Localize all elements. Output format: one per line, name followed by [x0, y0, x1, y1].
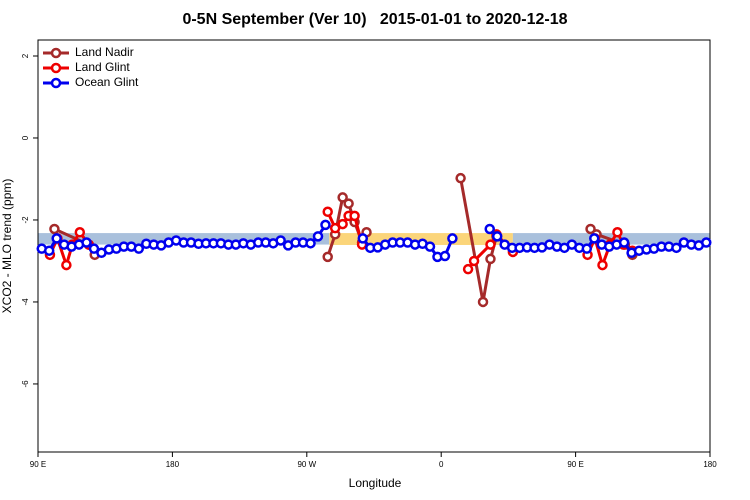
y-tick-label: -2 — [21, 216, 30, 224]
data-point — [349, 210, 360, 222]
y-tick-label: -6 — [21, 380, 30, 388]
x-tick-label: 180 — [703, 460, 717, 469]
data-point — [491, 231, 503, 242]
data-point — [51, 233, 62, 244]
data-point — [312, 231, 324, 242]
data-point — [81, 237, 92, 248]
legend-label: Ocean Glint — [75, 75, 139, 89]
y-tick-label: 2 — [21, 53, 30, 58]
y-axis-label: XCO2 - MLO trend (ppm) — [0, 179, 14, 314]
x-tick-label: 180 — [166, 460, 180, 469]
data-point — [597, 259, 608, 271]
data-point — [485, 253, 496, 265]
data-point — [133, 243, 145, 254]
data-point — [275, 235, 286, 246]
x-tick-label: 90 E — [567, 460, 583, 469]
chart-title: 0-5N September (Ver 10) 2015-01-01 to 20… — [182, 11, 567, 28]
data-point — [343, 198, 354, 209]
data-point — [484, 223, 495, 235]
data-point — [477, 296, 489, 308]
data-point — [74, 227, 86, 238]
data-point — [589, 233, 600, 244]
data-point — [61, 259, 72, 271]
legend-label: Land Nadir — [75, 45, 134, 59]
data-point — [447, 233, 458, 244]
data-point — [485, 239, 496, 250]
data-point — [462, 263, 474, 275]
legend-marker — [50, 77, 62, 89]
y-tick-label: 0 — [21, 135, 30, 140]
x-tick-label: 0 — [439, 460, 444, 469]
x-tick-label: 90 E — [30, 460, 46, 469]
data-point — [329, 222, 341, 234]
data-point — [424, 241, 436, 252]
legend-marker — [50, 62, 62, 74]
data-point — [337, 218, 348, 230]
legend-marker — [50, 47, 62, 59]
legend-label: Land Glint — [75, 60, 130, 74]
data-point — [671, 242, 682, 254]
data-point — [49, 223, 60, 235]
data-point — [305, 238, 316, 249]
data-point — [322, 206, 333, 218]
data-point — [468, 255, 480, 267]
data-point — [581, 243, 593, 254]
y-tick-label: -4 — [21, 298, 30, 306]
data-point — [701, 237, 712, 248]
data-point — [43, 245, 55, 256]
data-point — [357, 233, 369, 244]
x-tick-label: 90 W — [297, 460, 316, 469]
data-point — [455, 172, 466, 184]
x-axis-label: Longitude — [349, 476, 402, 490]
data-point — [320, 219, 331, 231]
data-point — [322, 251, 333, 263]
data-point — [612, 227, 623, 238]
data-point — [337, 192, 348, 203]
data-point — [618, 237, 630, 248]
data-point — [88, 243, 100, 254]
data-point — [439, 250, 451, 262]
